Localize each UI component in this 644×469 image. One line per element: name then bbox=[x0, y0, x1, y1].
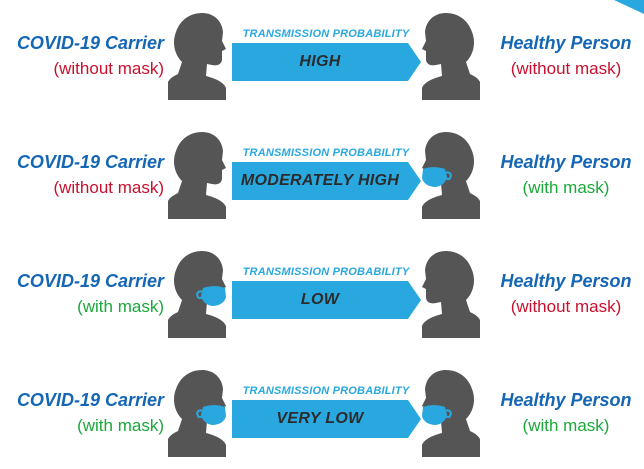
healthy-person-silhouette-icon bbox=[422, 129, 480, 219]
transmission-row-3: COVID-19 Carrier (with mask) TRANSMISSIO… bbox=[0, 238, 644, 348]
healthy-person-silhouette-icon bbox=[422, 367, 480, 457]
head-silhouette bbox=[168, 13, 226, 100]
mask-strap bbox=[444, 409, 452, 419]
transmission-row-1: COVID-19 Carrier (without mask) TRANSMIS… bbox=[0, 0, 644, 110]
healthy-person-status: (without mask) bbox=[510, 297, 622, 316]
carrier-status: (with mask) bbox=[77, 416, 164, 435]
head-silhouette bbox=[168, 132, 226, 219]
transmission-row-2: COVID-19 Carrier (without mask) TRANSMIS… bbox=[0, 119, 644, 229]
carrier-status: (without mask) bbox=[53, 59, 164, 78]
transmission-row-4: COVID-19 Carrier (with mask) TRANSMISSIO… bbox=[0, 357, 644, 467]
carrier-title: COVID-19 Carrier bbox=[16, 390, 164, 410]
right-arrow-banner-icon: MODERATELY HIGH bbox=[232, 162, 421, 200]
face-mask-icon bbox=[422, 405, 447, 425]
transmission-caption: TRANSMISSION PROBABILITY bbox=[242, 266, 410, 278]
mask-strap bbox=[444, 171, 452, 181]
carrier-silhouette-icon bbox=[168, 367, 226, 457]
right-arrow-banner-icon: VERY LOW bbox=[232, 400, 421, 438]
carrier-title: COVID-19 Carrier bbox=[16, 33, 164, 53]
healthy-person-silhouette-icon bbox=[422, 10, 480, 100]
transmission-level: VERY LOW bbox=[276, 410, 364, 427]
right-arrow-banner-icon: HIGH bbox=[232, 43, 421, 81]
head-silhouette bbox=[422, 251, 480, 338]
carrier-silhouette-icon bbox=[168, 248, 226, 338]
transmission-caption: TRANSMISSION PROBABILITY bbox=[242, 28, 410, 40]
healthy-person-silhouette-icon bbox=[422, 248, 480, 338]
carrier-status: (without mask) bbox=[53, 178, 164, 197]
face-mask-icon bbox=[422, 167, 447, 187]
transmission-caption: TRANSMISSION PROBABILITY bbox=[242, 385, 410, 397]
transmission-level: HIGH bbox=[299, 53, 341, 70]
face-mask-icon bbox=[201, 286, 226, 306]
healthy-person-title: Healthy Person bbox=[500, 33, 632, 53]
transmission-level: MODERATELY HIGH bbox=[240, 172, 400, 189]
mask-strap bbox=[196, 290, 204, 300]
carrier-title: COVID-19 Carrier bbox=[16, 271, 164, 291]
carrier-label: COVID-19 Carrier (without mask) bbox=[0, 149, 164, 201]
healthy-person-label: Healthy Person (without mask) bbox=[496, 268, 636, 320]
carrier-title: COVID-19 Carrier bbox=[16, 152, 164, 172]
carrier-label: COVID-19 Carrier (with mask) bbox=[0, 387, 164, 439]
carrier-silhouette-icon bbox=[168, 129, 226, 219]
carrier-label: COVID-19 Carrier (with mask) bbox=[0, 268, 164, 320]
healthy-person-status: (with mask) bbox=[522, 416, 610, 435]
face-mask-icon bbox=[201, 405, 226, 425]
mask-strap bbox=[196, 409, 204, 419]
healthy-person-title: Healthy Person bbox=[500, 390, 632, 410]
transmission-level: LOW bbox=[300, 291, 340, 308]
corner-accent-triangle bbox=[614, 0, 644, 14]
head-silhouette bbox=[422, 13, 480, 100]
healthy-person-label: Healthy Person (with mask) bbox=[496, 387, 636, 439]
healthy-person-label: Healthy Person (with mask) bbox=[496, 149, 636, 201]
transmission-caption: TRANSMISSION PROBABILITY bbox=[242, 147, 410, 159]
right-arrow-banner-icon: LOW bbox=[232, 281, 421, 319]
healthy-person-title: Healthy Person bbox=[500, 271, 632, 291]
healthy-person-status: (without mask) bbox=[510, 59, 622, 78]
healthy-person-title: Healthy Person bbox=[500, 152, 632, 172]
healthy-person-label: Healthy Person (without mask) bbox=[496, 30, 636, 82]
carrier-status: (with mask) bbox=[77, 297, 164, 316]
carrier-silhouette-icon bbox=[168, 10, 226, 100]
healthy-person-status: (with mask) bbox=[522, 178, 610, 197]
carrier-label: COVID-19 Carrier (without mask) bbox=[0, 30, 164, 82]
